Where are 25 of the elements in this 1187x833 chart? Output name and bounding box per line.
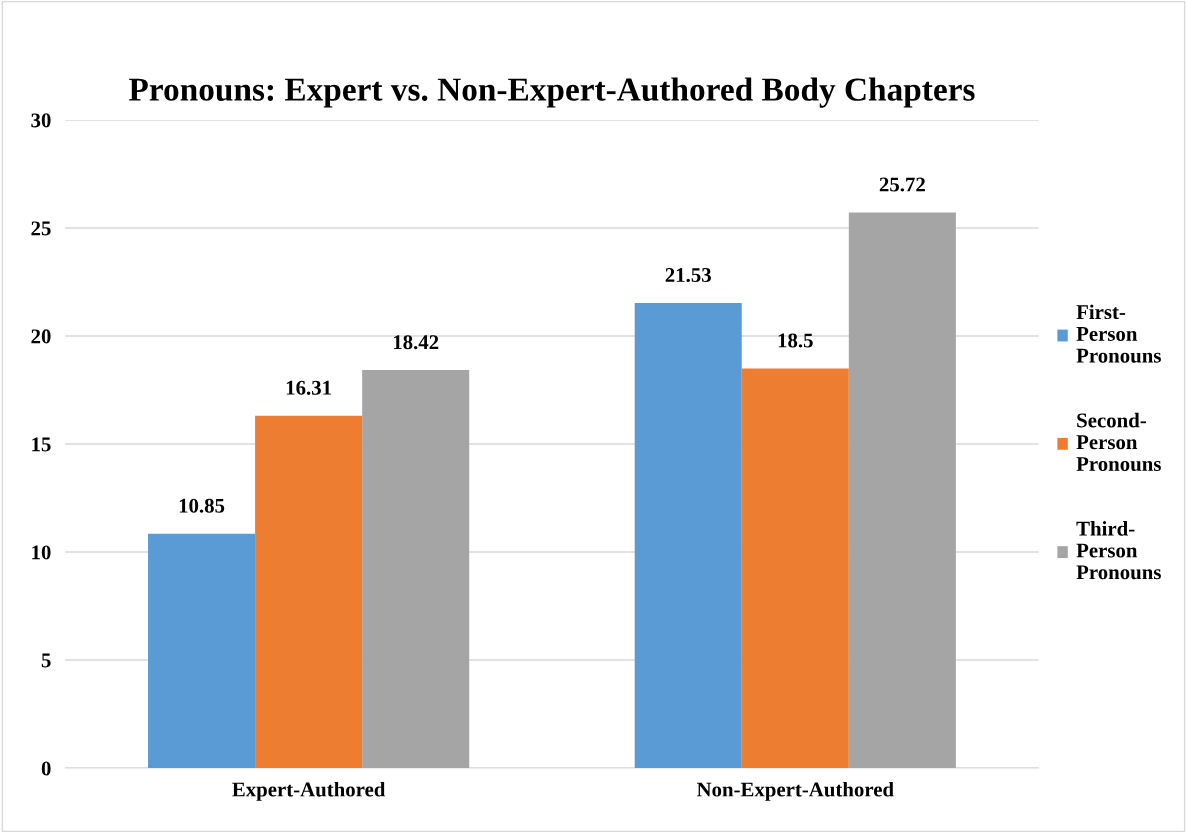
chart-title: Pronouns: Expert vs. Non-Expert-Authored Body Chapters <box>129 77 975 108</box>
y-tick-label: 0 <box>41 761 51 776</box>
data-label: 18.42 <box>393 335 439 350</box>
y-tick-label: 5 <box>41 653 51 668</box>
data-label: 16.31 <box>286 380 331 395</box>
y-tick-label: 25 <box>31 221 51 236</box>
data-label: 18.5 <box>778 333 813 348</box>
x-tick-label: Expert-Authored <box>232 781 386 801</box>
bar <box>741 368 849 769</box>
y-tick-label: 15 <box>32 437 51 452</box>
y-tick-label: 30 <box>31 113 51 128</box>
legend-label: Third-Person Pronouns <box>1076 521 1161 580</box>
y-tick-label: 20 <box>31 329 51 344</box>
bar <box>634 302 742 769</box>
data-label: 21.53 <box>665 268 711 283</box>
bar <box>148 533 256 769</box>
data-label: 10.85 <box>179 498 225 513</box>
legend-label: Second-Person Pronouns <box>1076 412 1161 472</box>
x-tick-label: Non-Expert-Authored <box>696 781 894 801</box>
data-label: 25.72 <box>879 177 925 192</box>
legend-label: First-Person Pronouns <box>1076 304 1161 363</box>
y-tick-label: 10 <box>32 545 51 560</box>
bar <box>255 415 363 769</box>
bar <box>362 370 470 769</box>
bar <box>848 212 956 769</box>
